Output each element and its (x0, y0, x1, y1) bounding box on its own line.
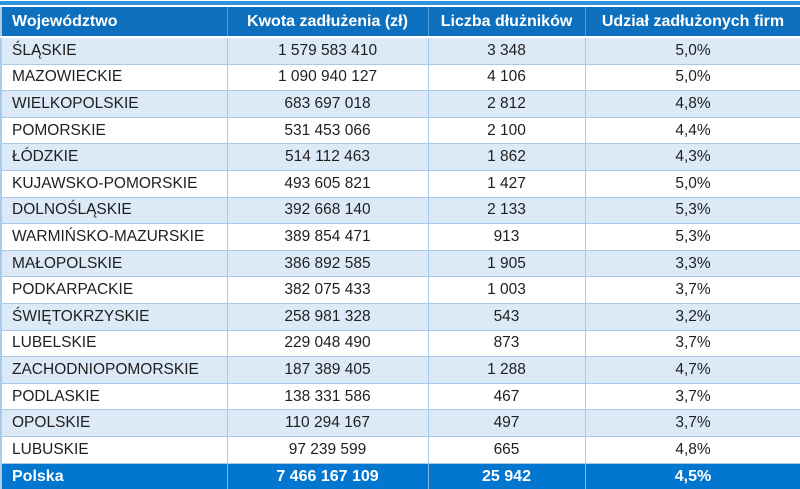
table-cell: 3 348 (427, 36, 586, 65)
table-row: PODLASKIE 138 331 586 467 3,7% (0, 382, 800, 411)
table-cell: 665 (427, 435, 586, 464)
table-cell: 4,8% (584, 90, 800, 118)
table-row: MAZOWIECKIE 1 090 940 127 4 106 5,0% (0, 63, 800, 92)
table-cell: 5,0% (584, 63, 800, 92)
table-cell: 873 (427, 329, 586, 358)
table-cell: 2 812 (427, 90, 586, 118)
table-cell: 2 100 (427, 116, 586, 145)
col-header-kwota-zadluzenia: Kwota zadłużenia (zł) (227, 7, 429, 38)
table-cell: 5,0% (584, 36, 800, 65)
table-cell: 187 389 405 (226, 356, 429, 384)
table-cell: 3,7% (584, 409, 800, 437)
table-cell: 382 075 433 (226, 276, 429, 304)
table-row: ZACHODNIOPOMORSKIE 187 389 405 1 288 4,7% (0, 356, 800, 384)
table-cell: PODKARPACKIE (0, 276, 228, 304)
table-body: ŚLĄSKIE 1 579 583 410 3 348 5,0% MAZOWIECKIE… (0, 36, 800, 464)
total-udzial: 4,5% (585, 462, 800, 489)
table-cell: 5,3% (584, 223, 800, 251)
total-label: Polska (1, 462, 228, 489)
table-cell: LUBELSKIE (0, 329, 228, 358)
table-row: WIELKOPOLSKIE 683 697 018 2 812 4,8% (0, 90, 800, 118)
col-header-liczba-dluznikow: Liczba dłużników (428, 7, 586, 38)
table-cell: 138 331 586 (226, 382, 429, 411)
table-cell: 258 981 328 (226, 302, 429, 331)
table-cell: 1 003 (427, 276, 586, 304)
table-cell: OPOLSKIE (0, 409, 228, 437)
table-row: ŚLĄSKIE 1 579 583 410 3 348 5,0% (0, 36, 800, 65)
total-row: Polska 7 466 167 109 25 942 4,5% (1, 462, 800, 489)
table-cell: 3,7% (584, 382, 800, 411)
table-cell: 913 (427, 223, 586, 251)
table-cell: 4,4% (584, 116, 800, 145)
table-row: DOLNOŚLĄSKIE 392 668 140 2 133 5,3% (0, 196, 800, 225)
table-cell: ŚLĄSKIE (0, 36, 228, 65)
table-cell: 543 (427, 302, 586, 331)
table-row: ŚWIĘTOKRZYSKIE 258 981 328 543 3,2% (0, 302, 800, 331)
table-cell: 3,3% (584, 249, 800, 278)
col-header-wojewodztwo: Województwo (1, 7, 228, 38)
table-row: PODKARPACKIE 382 075 433 1 003 3,7% (0, 276, 800, 304)
table-cell: 514 112 463 (226, 143, 429, 171)
table-cell: 4,7% (584, 356, 800, 384)
table-cell: 1 090 940 127 (226, 63, 429, 92)
table-cell: 5,0% (584, 169, 800, 198)
table-cell: 97 239 599 (226, 435, 429, 464)
table-cell: POMORSKIE (0, 116, 228, 145)
header-row: Województwo Kwota zadłużenia (zł) Liczba… (1, 7, 800, 38)
table-row: ŁÓDZKIE 514 112 463 1 862 4,3% (0, 143, 800, 171)
total-liczba: 25 942 (428, 462, 586, 489)
table-cell: 229 048 490 (226, 329, 429, 358)
table-cell: 4,3% (584, 143, 800, 171)
table-cell: 1 905 (427, 249, 586, 278)
table-row: OPOLSKIE 110 294 167 497 3,7% (0, 409, 800, 437)
table-cell: MAŁOPOLSKIE (0, 249, 228, 278)
table-cell: 1 579 583 410 (226, 36, 429, 65)
table-cell: 3,2% (584, 302, 800, 331)
table-cell: 110 294 167 (226, 409, 429, 437)
table-cell: 1 288 (427, 356, 586, 384)
table-cell: ŁÓDZKIE (0, 143, 228, 171)
table-cell: ŚWIĘTOKRZYSKIE (0, 302, 228, 331)
table-cell: PODLASKIE (0, 382, 228, 411)
table-cell: 467 (427, 382, 586, 411)
total-kwota: 7 466 167 109 (227, 462, 429, 489)
table-cell: 2 133 (427, 196, 586, 225)
debt-table: Województwo Kwota zadłużenia (zł) Liczba… (0, 7, 800, 489)
table-row: POMORSKIE 531 453 066 2 100 4,4% (0, 116, 800, 145)
table-cell: 392 668 140 (226, 196, 429, 225)
table-cell: 1 427 (427, 169, 586, 198)
table-cell: 3,7% (584, 276, 800, 304)
table-cell: WARMIŃSKO-MAZURSKIE (0, 223, 228, 251)
table-top-border (0, 1, 800, 5)
table-cell: ZACHODNIOPOMORSKIE (0, 356, 228, 384)
table-cell: LUBUSKIE (0, 435, 228, 464)
table-cell: 683 697 018 (226, 90, 429, 118)
table-cell: 497 (427, 409, 586, 437)
table-cell: 3,7% (584, 329, 800, 358)
table-cell: MAZOWIECKIE (0, 63, 228, 92)
table-cell: 4 106 (427, 63, 586, 92)
table-row: WARMIŃSKO-MAZURSKIE 389 854 471 913 5,3% (0, 223, 800, 251)
col-header-udzial-zadluzonych-firm: Udział zadłużonych firm (585, 7, 800, 38)
table-cell: WIELKOPOLSKIE (0, 90, 228, 118)
table-cell: 389 854 471 (226, 223, 429, 251)
table-cell: 493 605 821 (226, 169, 429, 198)
table-row: KUJAWSKO-POMORSKIE 493 605 821 1 427 5,0% (0, 169, 800, 198)
table-cell: 386 892 585 (226, 249, 429, 278)
table-cell: KUJAWSKO-POMORSKIE (0, 169, 228, 198)
table-cell: 4,8% (584, 435, 800, 464)
table-row: LUBUSKIE 97 239 599 665 4,8% (0, 435, 800, 464)
table-cell: 1 862 (427, 143, 586, 171)
table-cell: DOLNOŚLĄSKIE (0, 196, 228, 225)
table-cell: 531 453 066 (226, 116, 429, 145)
table-row: LUBELSKIE 229 048 490 873 3,7% (0, 329, 800, 358)
table-row: MAŁOPOLSKIE 386 892 585 1 905 3,3% (0, 249, 800, 278)
table-cell: 5,3% (584, 196, 800, 225)
